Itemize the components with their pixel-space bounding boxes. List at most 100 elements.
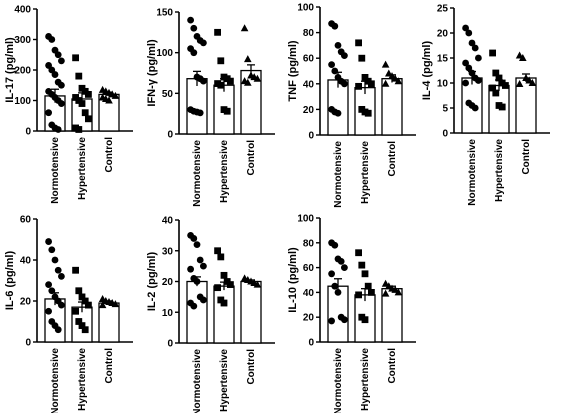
y-axis-label: IL-17 (pg/ml) xyxy=(4,37,16,103)
data-point xyxy=(187,16,195,24)
y-tick-label: 100 xyxy=(297,214,314,225)
data-point xyxy=(394,77,403,85)
data-point xyxy=(45,307,52,315)
y-tick-label: 100 xyxy=(14,96,31,107)
data-point xyxy=(355,39,362,47)
data-point xyxy=(381,289,390,297)
data-point xyxy=(331,22,339,30)
data-point xyxy=(394,288,403,296)
data-point xyxy=(58,57,65,65)
data-point xyxy=(193,241,201,249)
data-point xyxy=(337,258,345,265)
category-label: Hypertensive xyxy=(219,349,230,412)
data-point xyxy=(220,271,228,279)
data-point xyxy=(78,293,86,301)
data-point xyxy=(468,39,476,47)
data-point xyxy=(355,291,362,299)
data-point xyxy=(334,42,342,49)
data-point xyxy=(515,80,524,87)
data-point xyxy=(498,103,506,111)
data-point xyxy=(341,264,348,271)
y-tick-label: 40 xyxy=(303,288,315,299)
data-point xyxy=(334,109,342,117)
data-point xyxy=(45,109,52,117)
data-point xyxy=(190,302,198,310)
data-point xyxy=(355,82,362,90)
chart-panel: 0 10 20 30 40 IL-2 (pg/ml) Normotensive Hyperte… xyxy=(146,216,275,413)
data-point xyxy=(361,270,369,278)
data-point xyxy=(54,51,62,59)
data-point xyxy=(381,79,390,87)
data-point xyxy=(253,280,262,288)
y-tick-label: 0 xyxy=(167,339,173,350)
y-tick-label: 25 xyxy=(437,4,449,15)
category-label: Normotensive xyxy=(467,139,478,206)
data-point xyxy=(223,107,231,115)
data-point xyxy=(475,54,482,62)
data-point xyxy=(48,36,56,43)
y-tick-label: 0 xyxy=(308,131,314,142)
chart-panel: 0 20 40 60 IL-6 (pg/ml) Normotensive Hypertens… xyxy=(4,215,133,413)
y-tick-label: 300 xyxy=(14,35,31,46)
category-label: Hypertensive xyxy=(494,139,505,202)
data-point xyxy=(217,253,225,261)
y-tick-label: 15 xyxy=(437,54,449,65)
data-point xyxy=(81,297,89,305)
category-label: Hypertensive xyxy=(77,137,88,200)
y-tick-label: 20 xyxy=(162,277,174,288)
y-axis-label: IL-10 (pg/ml) xyxy=(287,247,299,313)
data-point xyxy=(495,74,503,82)
data-point xyxy=(217,57,225,65)
data-point xyxy=(214,28,221,36)
chart-panel: 0 20 40 60 80 100 TNF (pg/ml) Normotensive Hyper… xyxy=(287,3,416,208)
category-label: Control xyxy=(521,139,532,175)
data-point xyxy=(368,289,375,296)
data-point xyxy=(54,266,62,274)
data-point xyxy=(214,284,221,292)
y-tick-label: 40 xyxy=(303,79,315,90)
y-axis-label: IL-2 (pg/ml) xyxy=(146,252,158,312)
data-point xyxy=(489,49,496,57)
data-point xyxy=(111,300,120,308)
y-tick-label: 100 xyxy=(156,48,173,59)
bar xyxy=(381,288,403,343)
category-label: Control xyxy=(104,137,115,173)
y-tick-label: 10 xyxy=(162,308,174,319)
data-point xyxy=(381,60,390,68)
y-tick-label: 80 xyxy=(303,28,315,39)
data-point xyxy=(75,287,83,295)
data-point xyxy=(75,126,83,133)
data-point xyxy=(244,78,252,86)
y-tick-label: 400 xyxy=(14,5,31,16)
data-point xyxy=(72,266,79,274)
data-point xyxy=(465,64,473,72)
data-point xyxy=(355,249,362,257)
category-label: Control xyxy=(246,349,257,385)
y-tick-label: 50 xyxy=(162,89,174,100)
data-point xyxy=(328,270,335,278)
category-label: Hypertensive xyxy=(77,348,88,411)
data-point xyxy=(341,316,348,324)
data-point xyxy=(358,261,366,269)
data-point xyxy=(51,256,59,264)
data-point xyxy=(81,326,89,334)
data-point xyxy=(502,82,509,89)
data-point xyxy=(196,256,204,264)
data-point xyxy=(462,24,469,32)
data-point xyxy=(244,55,252,63)
data-point xyxy=(361,316,369,324)
data-point xyxy=(328,317,335,325)
y-tick-label: 20 xyxy=(303,105,315,116)
data-point xyxy=(364,109,372,117)
chart-panel: 0 100 200 300 400 IL-17 (pg/ml) Normotensive Hy… xyxy=(4,5,133,204)
category-label: Normotensive xyxy=(50,137,61,204)
y-tick-label: 40 xyxy=(20,256,32,267)
data-point xyxy=(331,241,339,249)
data-point xyxy=(331,67,339,75)
y-tick-label: 20 xyxy=(303,313,315,324)
y-tick-label: 100 xyxy=(297,3,314,14)
data-point xyxy=(200,39,207,47)
data-point xyxy=(200,262,207,270)
y-tick-label: 40 xyxy=(162,216,174,227)
